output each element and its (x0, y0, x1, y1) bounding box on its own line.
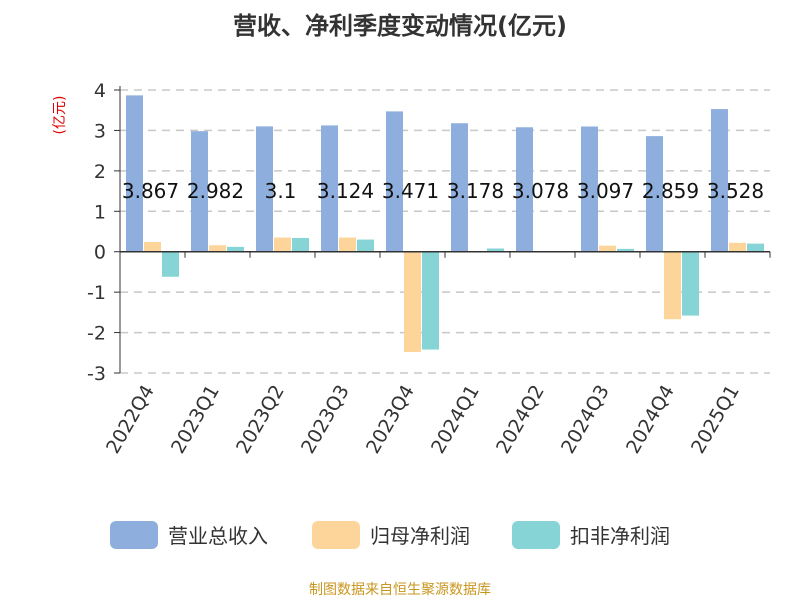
bar (404, 251, 421, 352)
bar (274, 237, 291, 252)
x-tick-label: 2024Q3 (557, 381, 614, 457)
data-label: 3.078 (512, 179, 569, 203)
y-tick-label: 4 (94, 80, 106, 102)
bar (191, 131, 208, 252)
data-label: 3.097 (577, 179, 634, 203)
bar (729, 242, 746, 252)
x-tick-label: 2023Q2 (232, 381, 289, 457)
bar (711, 109, 728, 252)
y-unit-label: (亿元) (52, 96, 68, 135)
data-label: 3.178 (447, 179, 504, 203)
y-tick-label: 1 (94, 201, 106, 223)
data-label: 3.124 (317, 179, 374, 203)
bar (682, 251, 699, 316)
bar (422, 251, 439, 350)
bar (227, 246, 244, 252)
y-tick-label: 0 (94, 242, 106, 264)
data-label: 2.859 (642, 179, 699, 203)
legend-label: 归母净利润 (370, 524, 470, 548)
bar (487, 248, 504, 252)
axes (119, 86, 770, 373)
bar (321, 125, 338, 252)
data-labels: 3.867 2.982 3.1 3.124 3.471 3.178 3.078 3.097 2.… (122, 179, 764, 203)
y-tick-label: -3 (87, 363, 106, 385)
legend: 营业总收入 归母净利润 扣非净利润 (110, 521, 670, 549)
bar (451, 123, 468, 252)
bar (646, 136, 663, 252)
data-label: 2.982 (187, 179, 244, 203)
y-tick-label: 2 (94, 161, 106, 183)
bar (292, 237, 309, 252)
legend-label: 营业总收入 (168, 524, 268, 548)
y-tick-label: -1 (87, 282, 106, 304)
data-label: 3.471 (382, 179, 439, 203)
bar (162, 251, 179, 277)
bar (581, 126, 598, 252)
bar (357, 239, 374, 252)
bar (144, 242, 161, 252)
x-tick-label: 2022Q4 (102, 381, 159, 457)
bar (516, 127, 533, 252)
legend-swatch (110, 521, 158, 549)
x-tick-label: 2023Q3 (297, 381, 354, 457)
source-note: 制图数据来自恒生聚源数据库 (309, 582, 491, 598)
bar (617, 248, 634, 252)
chart-title: 营收、净利季度变动情况(亿元) (233, 12, 567, 40)
bars (126, 95, 764, 352)
bar (256, 126, 273, 252)
data-label: 3.1 (265, 179, 297, 203)
y-tick-label: 3 (94, 120, 106, 142)
legend-swatch (312, 521, 360, 549)
grid (120, 89, 770, 374)
bar (599, 245, 616, 252)
x-tick-label: 2024Q1 (427, 381, 484, 457)
bar (386, 111, 403, 252)
x-tick-label: 2024Q2 (492, 381, 549, 457)
x-tick-label: 2023Q1 (167, 381, 224, 457)
bar (339, 237, 356, 252)
y-axis: 4 3 2 1 0 -1 -2 -3 (87, 80, 120, 385)
bar (747, 243, 764, 252)
legend-label: 扣非净利润 (570, 524, 670, 548)
x-tick-label: 2025Q1 (687, 381, 744, 457)
x-tick-label: 2024Q4 (622, 381, 679, 457)
bar (664, 251, 681, 320)
data-label: 3.528 (707, 179, 764, 203)
x-tick-label: 2023Q4 (362, 381, 419, 457)
bar (209, 245, 226, 252)
data-label: 3.867 (122, 179, 179, 203)
legend-swatch (512, 521, 560, 549)
y-tick-label: -2 (87, 323, 106, 345)
bar (126, 95, 143, 252)
